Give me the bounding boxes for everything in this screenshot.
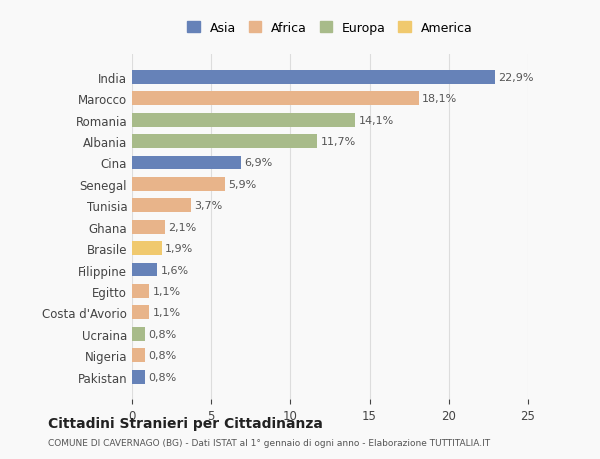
Bar: [132, 241, 162, 256]
Text: 1,1%: 1,1%: [152, 308, 181, 318]
Text: 0,8%: 0,8%: [148, 372, 176, 382]
Bar: [132, 220, 165, 234]
Text: 1,6%: 1,6%: [161, 265, 188, 275]
Text: 11,7%: 11,7%: [320, 137, 356, 147]
Text: 0,8%: 0,8%: [148, 329, 176, 339]
Bar: [132, 92, 419, 106]
Text: 0,8%: 0,8%: [148, 350, 176, 360]
Bar: [132, 135, 317, 149]
Text: 2,1%: 2,1%: [169, 222, 197, 232]
Text: 1,9%: 1,9%: [165, 244, 194, 253]
Bar: [132, 113, 355, 127]
Bar: [132, 348, 145, 362]
Text: Cittadini Stranieri per Cittadinanza: Cittadini Stranieri per Cittadinanza: [48, 416, 323, 430]
Bar: [132, 156, 241, 170]
Bar: [132, 306, 149, 319]
Text: 22,9%: 22,9%: [498, 73, 533, 83]
Bar: [132, 263, 157, 277]
Bar: [132, 71, 495, 84]
Text: COMUNE DI CAVERNAGO (BG) - Dati ISTAT al 1° gennaio di ogni anno - Elaborazione : COMUNE DI CAVERNAGO (BG) - Dati ISTAT al…: [48, 438, 490, 447]
Text: 14,1%: 14,1%: [359, 115, 394, 125]
Bar: [132, 370, 145, 384]
Text: 3,7%: 3,7%: [194, 201, 222, 211]
Text: 1,1%: 1,1%: [152, 286, 181, 296]
Bar: [132, 284, 149, 298]
Bar: [132, 199, 191, 213]
Text: 5,9%: 5,9%: [229, 179, 257, 190]
Text: 18,1%: 18,1%: [422, 94, 457, 104]
Legend: Asia, Africa, Europa, America: Asia, Africa, Europa, America: [182, 17, 478, 39]
Bar: [132, 327, 145, 341]
Bar: [132, 178, 226, 191]
Text: 6,9%: 6,9%: [244, 158, 273, 168]
